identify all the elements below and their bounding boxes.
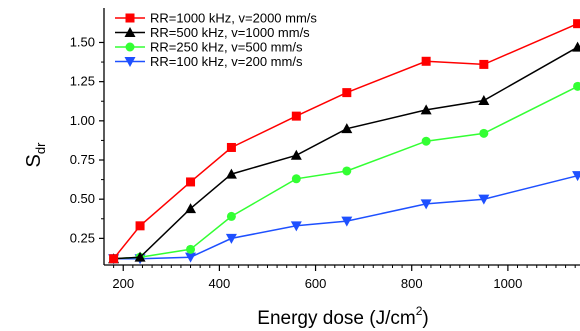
- data-point-series-3: [342, 166, 352, 176]
- x-tick-label: 400: [209, 276, 231, 291]
- series-line-2: [113, 46, 578, 260]
- x-tick-label: 600: [305, 276, 327, 291]
- data-point-series-3: [421, 136, 431, 146]
- data-point-series-2: [478, 94, 490, 105]
- y-tick-label: 1.25: [70, 74, 95, 89]
- y-tick-label: 1.00: [70, 113, 95, 128]
- data-point-series-2: [134, 251, 146, 262]
- data-point-series-3: [479, 128, 489, 138]
- legend-marker-3: [125, 42, 135, 52]
- data-point-series-1: [186, 177, 196, 187]
- x-axis-title-sup: 2: [416, 304, 423, 318]
- y-axis-title-sub: dr: [33, 142, 48, 154]
- legend-label-4: RR=100 kHz, v=200 mm/s: [150, 54, 303, 69]
- data-point-series-3: [186, 244, 196, 254]
- legend-marker-4: [124, 57, 136, 67]
- data-point-series-2: [341, 123, 353, 134]
- ticks: 0.25 0.50 0.75 1.00 1.25 1.50 200 400 600 800 1000: [70, 34, 576, 291]
- data-point-series-1: [226, 142, 236, 152]
- data-point-series-1: [421, 56, 431, 66]
- y-axis-title-main: S: [23, 154, 45, 167]
- data-point-series-3: [226, 211, 236, 221]
- axes: [103, 8, 580, 266]
- data-point-series-2: [420, 104, 432, 115]
- data-point-series-1: [135, 221, 145, 231]
- legend-label-1: RR=1000 kHz, v=2000 mm/s: [150, 11, 317, 26]
- data-point-series-4: [290, 221, 302, 232]
- data-point-series-1: [479, 59, 489, 69]
- y-tick-label: 1.50: [70, 34, 95, 49]
- legend-label-3: RR=250 kHz, v=500 mm/s: [150, 40, 303, 55]
- x-axis-title-main: Energy dose (J/cm: [257, 308, 415, 329]
- data-point-series-4: [478, 194, 490, 205]
- legend-label-2: RR=500 kHz, v=1000 mm/s: [150, 25, 310, 40]
- x-axis-title-close: ): [422, 308, 428, 329]
- data-point-series-4: [341, 216, 353, 227]
- y-tick-label: 0.75: [70, 152, 95, 167]
- data-point-series-4: [225, 233, 237, 244]
- x-axis-title: Energy dose (J/cm2): [257, 304, 428, 329]
- data-point-series-1: [291, 111, 301, 121]
- data-point-series-2: [225, 168, 237, 179]
- x-tick-label: 200: [112, 276, 134, 291]
- legend-marker-1: [125, 13, 135, 23]
- data-point-series-3: [291, 174, 301, 184]
- data-point-series-4: [185, 252, 197, 263]
- plot-area: [108, 19, 580, 265]
- y-tick-label: 0.50: [70, 191, 95, 206]
- data-point-series-1: [109, 254, 119, 264]
- x-tick-label: 800: [401, 276, 423, 291]
- y-axis-title: Sdr: [23, 142, 48, 168]
- data-point-series-1: [573, 19, 580, 29]
- data-point-series-2: [572, 41, 580, 52]
- data-point-series-2: [290, 149, 302, 160]
- y-tick-label: 0.25: [70, 230, 95, 245]
- data-point-series-2: [185, 203, 197, 214]
- legend: RR=1000 kHz, v=2000 mm/sRR=500 kHz, v=10…: [115, 11, 317, 69]
- data-point-series-1: [342, 88, 352, 98]
- data-point-series-4: [420, 199, 432, 210]
- legend-marker-2: [124, 27, 136, 37]
- data-point-series-4: [572, 171, 580, 182]
- x-tick-label: 1000: [493, 276, 522, 291]
- data-point-series-3: [573, 81, 580, 91]
